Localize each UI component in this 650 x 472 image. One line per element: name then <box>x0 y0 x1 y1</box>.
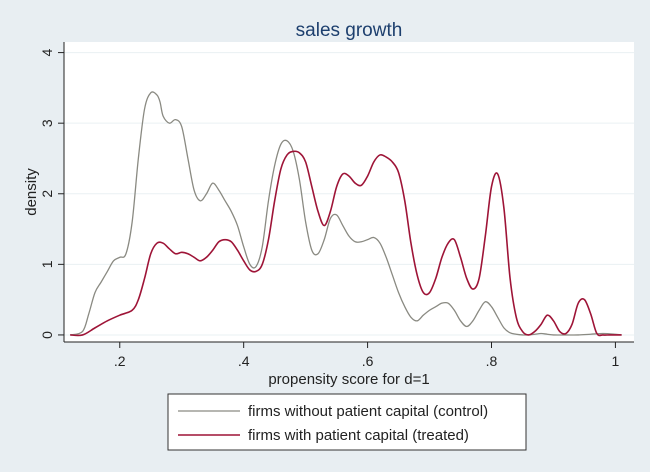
y-tick-label-0: 0 <box>39 331 55 339</box>
x-tick-label-4: 1 <box>612 353 620 369</box>
y-tick-label-3: 3 <box>39 119 55 127</box>
series-line-control <box>70 91 622 336</box>
legend-label-control: firms without patient capital (control) <box>248 403 488 420</box>
chart-title: sales growth <box>296 20 403 41</box>
legend-label-treated: firms with patient capital (treated) <box>248 427 469 444</box>
legend-box <box>167 393 527 451</box>
legend: firms without patient capital (control) … <box>167 393 527 451</box>
series-line-treated <box>70 150 622 337</box>
x-tick-label-0: .2 <box>114 353 126 369</box>
series-layer <box>70 91 622 337</box>
plot-area <box>64 42 634 342</box>
y-axis-label: density <box>23 168 40 216</box>
x-tick-label-2: .6 <box>362 353 374 369</box>
y-tick-label-2: 2 <box>39 190 55 198</box>
x-tick-label-1: .4 <box>238 353 250 369</box>
x-axis-label: propensity score for d=1 <box>268 371 429 388</box>
axes: 0 1 2 3 4 .2 .4 .6 .8 1 <box>39 42 634 369</box>
y-tick-label-4: 4 <box>39 48 55 56</box>
gridlines <box>64 52 634 336</box>
y-tick-label-1: 1 <box>39 260 55 268</box>
x-tick-label-3: .8 <box>486 353 498 369</box>
